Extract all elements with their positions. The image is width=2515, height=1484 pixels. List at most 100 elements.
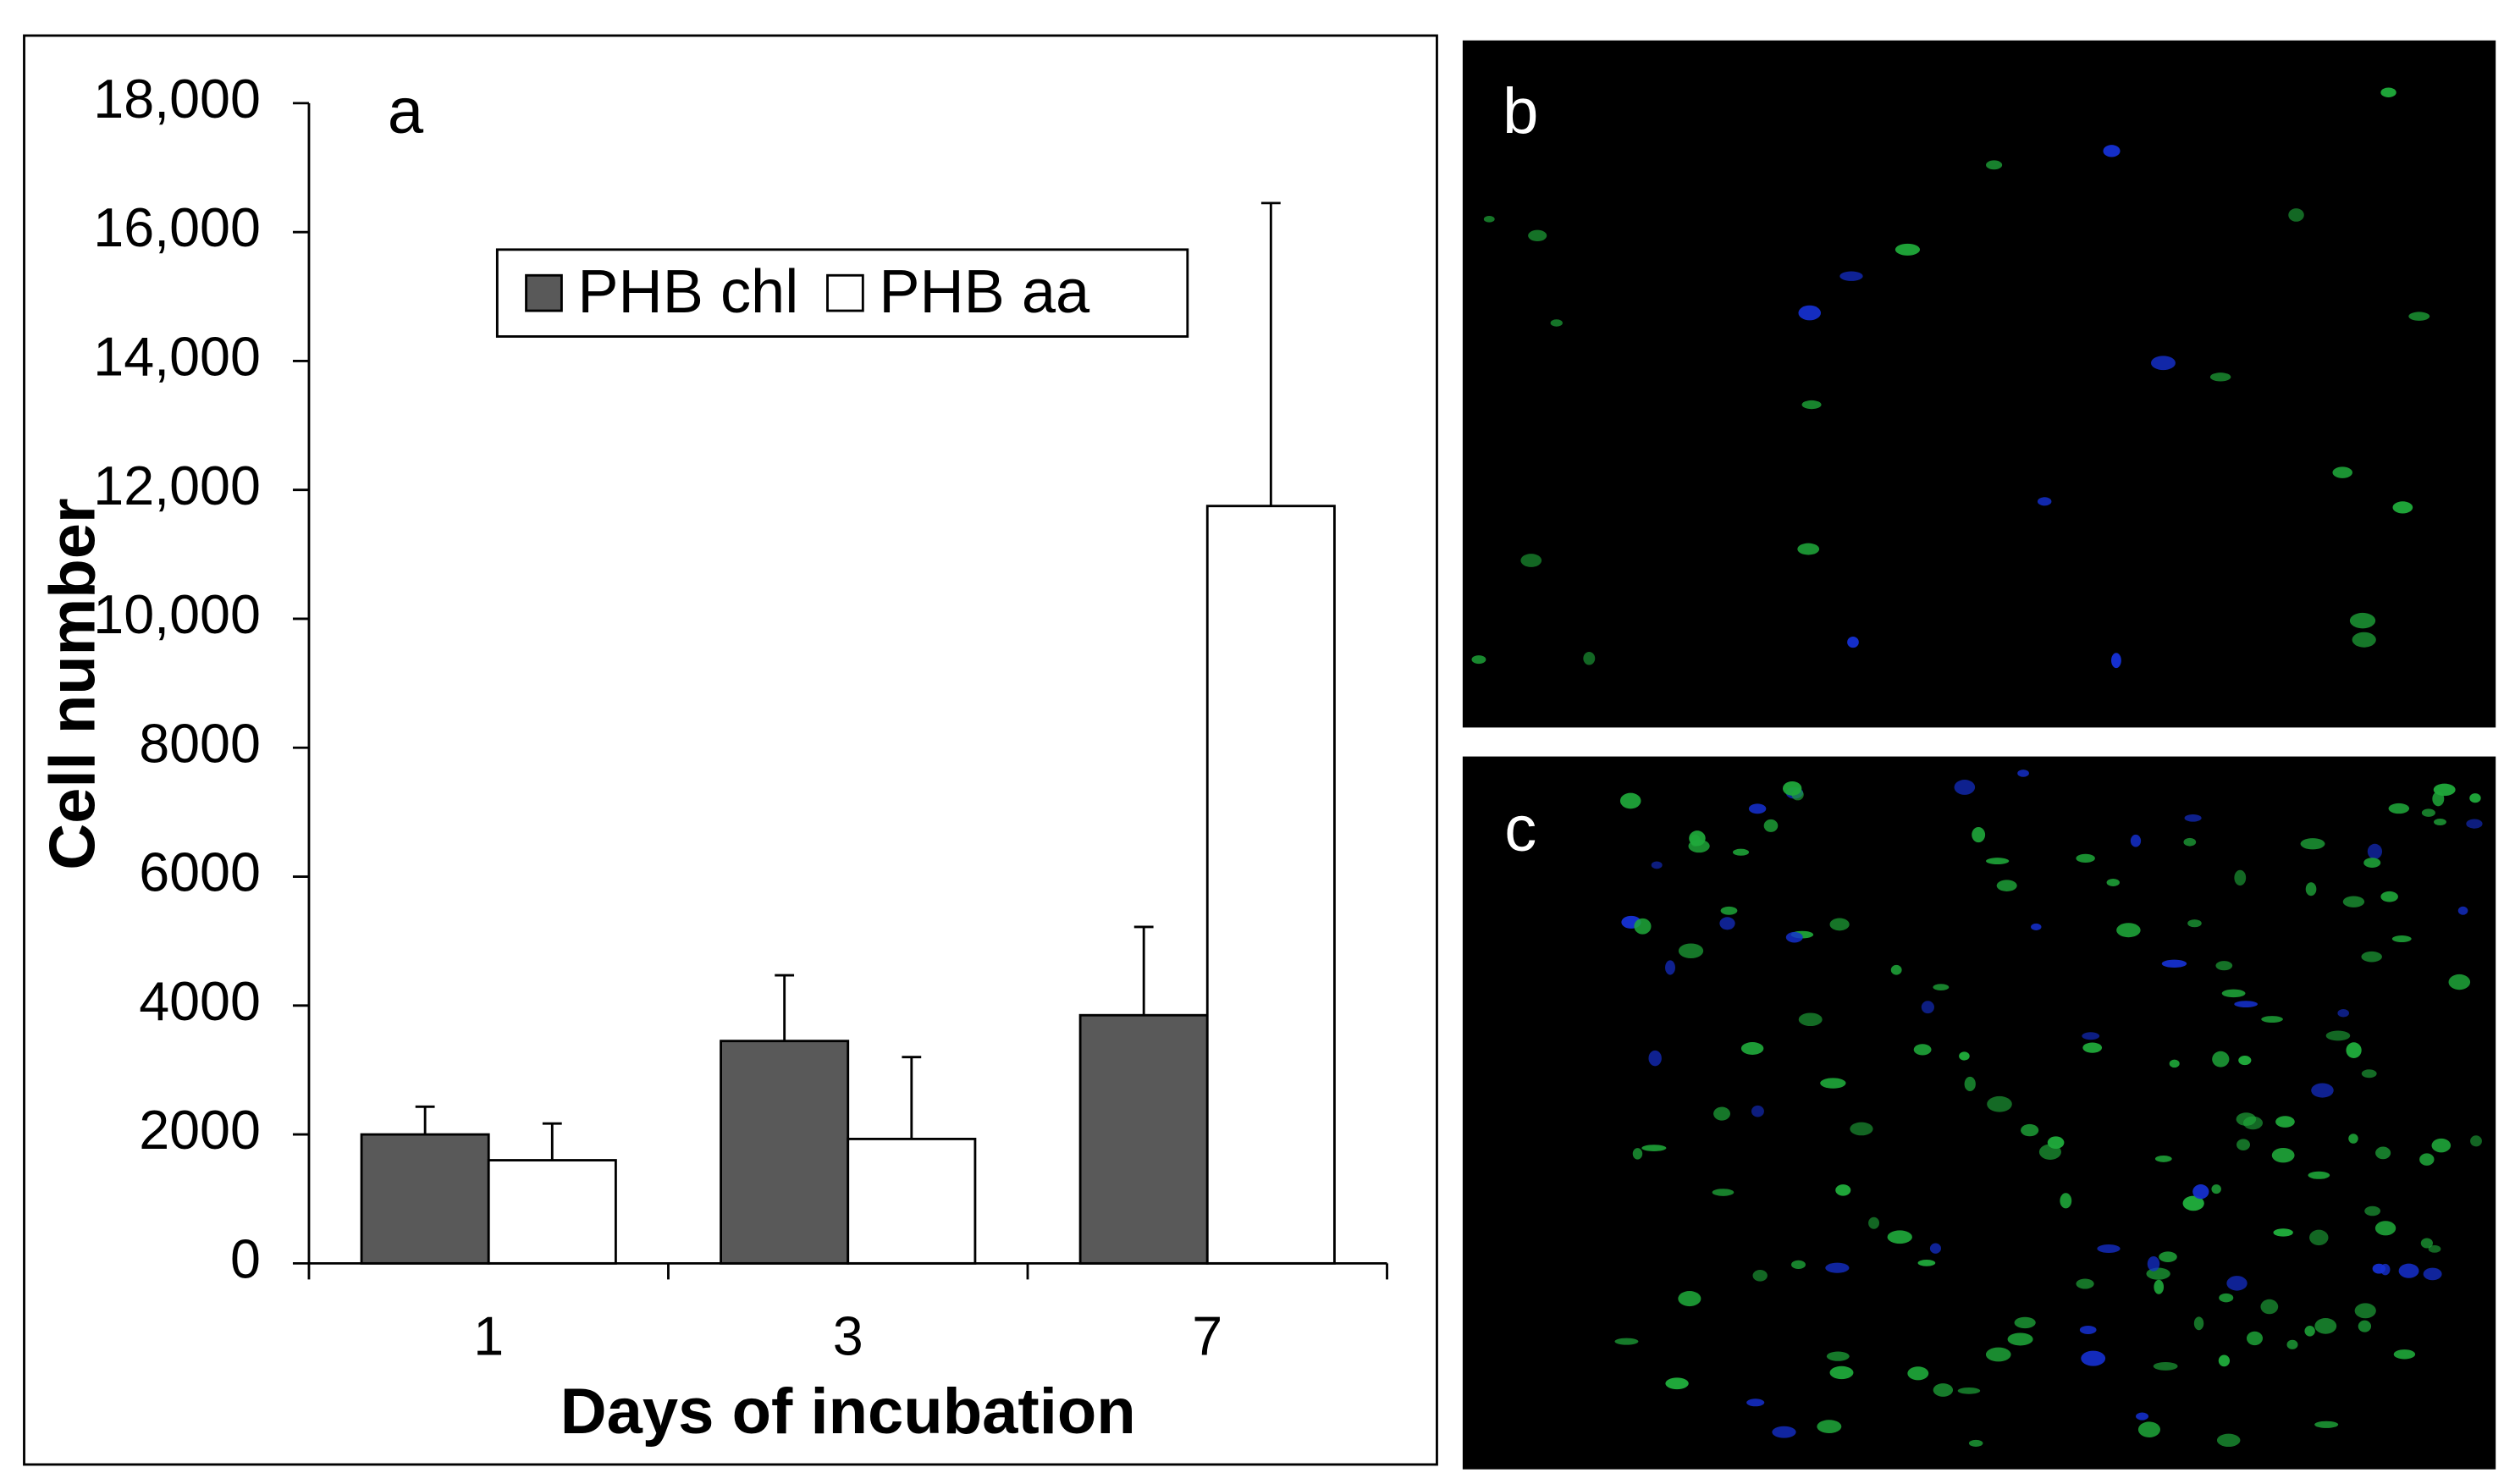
cell bbox=[2116, 923, 2141, 938]
cell bbox=[1985, 1347, 2011, 1362]
cell bbox=[2234, 869, 2247, 886]
cell bbox=[2342, 896, 2365, 908]
cell bbox=[2469, 793, 2481, 803]
cell bbox=[2060, 1193, 2072, 1209]
cell bbox=[1550, 319, 1563, 327]
cell bbox=[1719, 917, 1735, 930]
cell bbox=[2238, 1055, 2252, 1066]
cell bbox=[2218, 1354, 2231, 1367]
cell bbox=[1648, 1050, 1662, 1067]
cell bbox=[2221, 989, 2246, 998]
cell bbox=[1634, 918, 1652, 935]
cell bbox=[1895, 243, 1921, 256]
cell bbox=[2192, 1184, 2209, 1200]
panel-label: c bbox=[1504, 793, 1536, 865]
cell bbox=[1820, 1078, 1846, 1089]
cell bbox=[2421, 808, 2435, 817]
cell bbox=[1740, 1042, 1764, 1055]
cell bbox=[2216, 1433, 2241, 1448]
cell bbox=[1913, 1044, 1932, 1056]
cell bbox=[2273, 1228, 2293, 1237]
bar bbox=[1205, 505, 1336, 1265]
cell bbox=[1887, 1230, 1912, 1244]
cell bbox=[2082, 1042, 2103, 1053]
cell bbox=[1839, 271, 1863, 281]
cell bbox=[2193, 1316, 2204, 1331]
cell bbox=[2466, 819, 2483, 829]
cell bbox=[1720, 906, 1738, 915]
bar bbox=[1078, 1013, 1209, 1265]
cell bbox=[2349, 612, 2376, 629]
cell bbox=[2215, 961, 2233, 971]
y-tick-label: 4000 bbox=[139, 971, 261, 1032]
cell bbox=[2305, 882, 2317, 896]
cell bbox=[1528, 229, 1547, 242]
y-tick-label: 0 bbox=[230, 1228, 261, 1289]
cell bbox=[1850, 1122, 1873, 1136]
cell bbox=[1954, 780, 1976, 795]
cell bbox=[1748, 803, 1767, 814]
cell bbox=[1826, 1351, 1850, 1361]
cell bbox=[2408, 312, 2430, 321]
cell bbox=[1752, 1269, 1768, 1282]
cell bbox=[1651, 861, 1663, 869]
cell bbox=[1689, 830, 1706, 847]
cell bbox=[2037, 497, 2052, 506]
cell bbox=[2432, 791, 2445, 807]
cell bbox=[1751, 1105, 1764, 1117]
cell bbox=[1763, 819, 1779, 832]
cell bbox=[1868, 1216, 1880, 1229]
cell bbox=[1471, 655, 1486, 665]
cell bbox=[2187, 919, 2202, 928]
cell bbox=[2246, 1331, 2264, 1346]
cell bbox=[1964, 1076, 1976, 1092]
cell bbox=[1665, 960, 1675, 975]
cell bbox=[1972, 826, 1986, 843]
cell bbox=[1957, 1387, 1981, 1394]
cell bbox=[2161, 959, 2187, 968]
cell bbox=[2325, 1030, 2351, 1041]
y-tick-label: 2000 bbox=[139, 1100, 261, 1161]
cell bbox=[2393, 1349, 2416, 1360]
cell bbox=[2154, 1279, 2165, 1294]
cell bbox=[1968, 1439, 1983, 1447]
cell bbox=[1797, 543, 1820, 555]
cell bbox=[1641, 1145, 1667, 1151]
bar bbox=[847, 1137, 977, 1265]
cell bbox=[2159, 1251, 2177, 1262]
cell bbox=[1619, 792, 1641, 809]
cell bbox=[2136, 1412, 2149, 1421]
cell bbox=[2261, 1016, 2283, 1023]
cell bbox=[1520, 554, 1542, 567]
y-tick-label: 18,000 bbox=[93, 69, 261, 130]
cell bbox=[2150, 356, 2176, 371]
cell bbox=[2236, 1139, 2250, 1151]
cell bbox=[2434, 818, 2446, 826]
cell bbox=[1890, 964, 1902, 975]
cell bbox=[1825, 1262, 1850, 1273]
cell bbox=[2470, 1135, 2482, 1147]
cell bbox=[2097, 1244, 2121, 1253]
cell bbox=[2314, 1318, 2337, 1334]
cell bbox=[2431, 1138, 2452, 1153]
cell bbox=[1798, 305, 1821, 321]
cell bbox=[2392, 501, 2413, 514]
cell bbox=[2309, 1229, 2329, 1246]
legend-label: PHB aa bbox=[879, 258, 1090, 326]
cell bbox=[2367, 843, 2383, 859]
cell bbox=[2111, 653, 2121, 669]
y-tick-label: 14,000 bbox=[93, 326, 261, 387]
bar bbox=[360, 1133, 490, 1265]
cell bbox=[1929, 1243, 1942, 1254]
x-tick-label: 1 bbox=[473, 1306, 504, 1367]
x-axis-title: Days of incubation bbox=[560, 1376, 1136, 1448]
cell bbox=[2423, 1267, 2442, 1281]
cell bbox=[2014, 1316, 2036, 1329]
cell bbox=[1835, 1184, 1851, 1196]
cell bbox=[1785, 931, 1803, 943]
x-tick-label: 3 bbox=[833, 1306, 863, 1367]
cell bbox=[1987, 1095, 2012, 1112]
cell bbox=[1713, 1106, 1730, 1121]
cell bbox=[2169, 1059, 2180, 1068]
